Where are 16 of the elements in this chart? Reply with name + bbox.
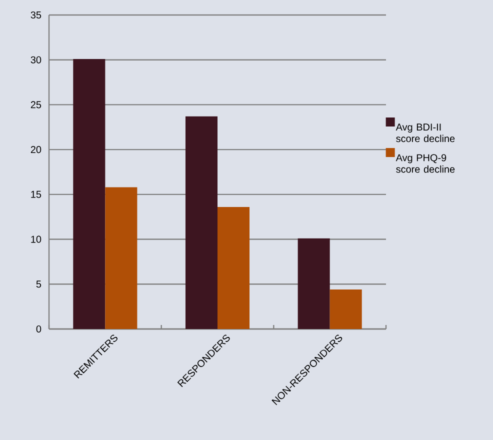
bar (105, 187, 138, 329)
bar (185, 116, 218, 329)
y-tick-label: 35 (30, 11, 42, 19)
y-tick-label: 20 (30, 146, 42, 154)
bar (73, 58, 106, 329)
legend-label: Avg PHQ-9 score decline (396, 154, 455, 173)
y-tick-label: 5 (36, 280, 42, 288)
bar (218, 206, 250, 329)
legend-label: Avg BDI-II score decline (396, 124, 455, 142)
y-tick-label: 0 (36, 325, 42, 333)
bar (330, 290, 362, 329)
y-tick-label: 25 (30, 101, 42, 108)
y-tick-label: 15 (31, 190, 42, 198)
y-tick-label: 10 (31, 236, 42, 243)
bar (298, 238, 330, 329)
y-tick-label: 30 (30, 56, 42, 64)
